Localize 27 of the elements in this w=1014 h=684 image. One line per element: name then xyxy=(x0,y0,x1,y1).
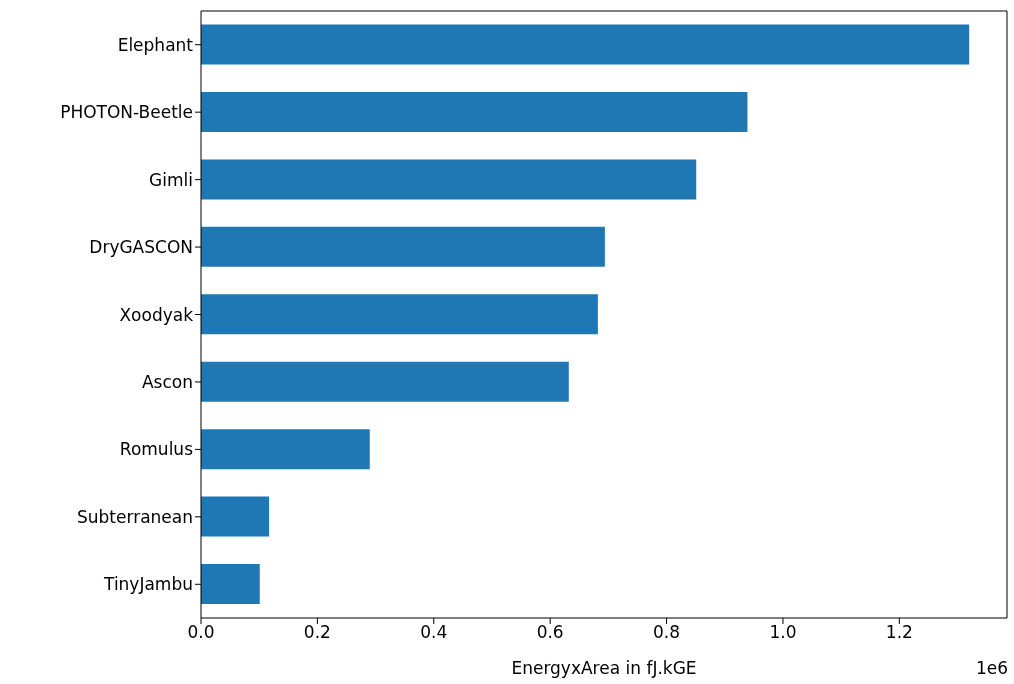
x-tick-label: 1.2 xyxy=(885,622,913,643)
x-tick-label: 1.0 xyxy=(769,622,797,643)
x-tick-label: 0.6 xyxy=(536,622,564,643)
bar xyxy=(201,91,748,132)
bar xyxy=(201,361,569,402)
y-tick-label: Elephant xyxy=(117,34,194,55)
x-tick-label: 0.0 xyxy=(187,622,215,643)
y-tick-label: PHOTON-Beetle xyxy=(60,102,193,123)
bar xyxy=(201,24,970,65)
x-tick-label: 0.2 xyxy=(303,622,331,643)
x-tick-label: 0.8 xyxy=(653,622,681,643)
bar xyxy=(201,564,260,605)
y-tick-label: DryGASCON xyxy=(89,237,193,258)
y-tick-label: TinyJambu xyxy=(103,574,193,595)
y-tick-label: Xoodyak xyxy=(119,304,194,325)
y-tick-label: Subterranean xyxy=(76,506,193,527)
x-tick-label: 0.4 xyxy=(420,622,448,643)
bar xyxy=(201,294,598,335)
x-axis-title: EnergyxArea in fJ.kGE xyxy=(511,658,697,678)
bar xyxy=(201,429,370,470)
bar xyxy=(201,226,605,267)
y-tick-label: Gimli xyxy=(149,169,193,190)
bar xyxy=(201,159,697,200)
y-tick-label: Romulus xyxy=(119,439,194,460)
bar xyxy=(201,496,270,537)
text: 1e6 xyxy=(975,658,1008,678)
y-tick-label: Ascon xyxy=(141,371,193,392)
